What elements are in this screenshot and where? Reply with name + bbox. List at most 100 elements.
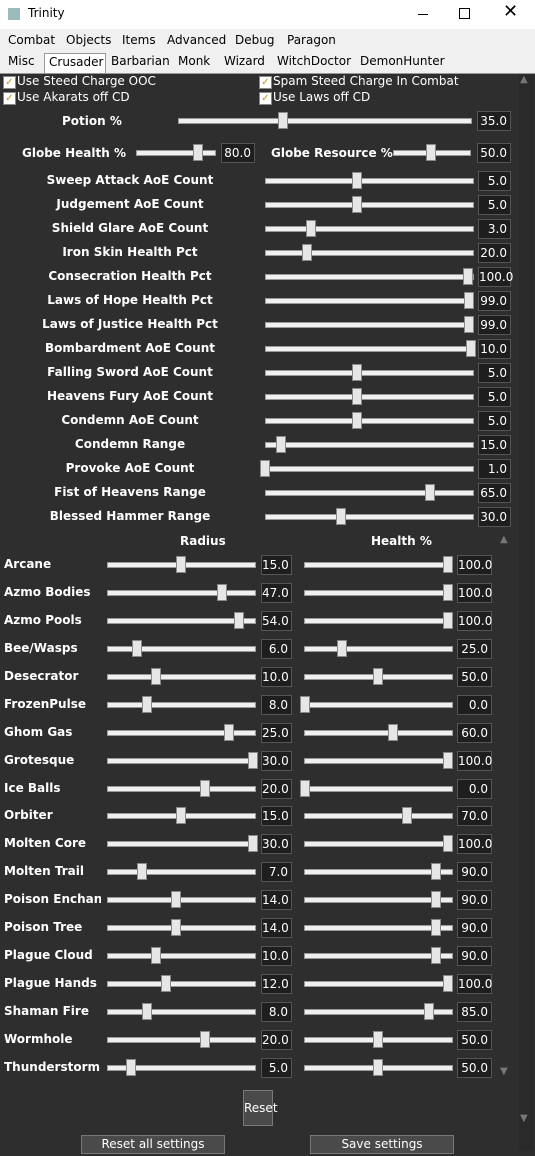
slider-thumb[interactable] [464,316,474,333]
value-box[interactable]: 80.0 [221,143,255,163]
slider-thumb[interactable] [373,667,383,685]
value-box[interactable]: 50.0 [457,1057,492,1078]
value-box[interactable]: 0.0 [457,778,492,799]
slider-track[interactable] [265,466,474,472]
slider-track[interactable] [107,897,256,904]
slider-thumb[interactable] [352,412,362,429]
slider-track[interactable] [304,701,453,708]
slider-track[interactable] [107,757,256,764]
slider-thumb[interactable] [431,947,441,965]
slider-thumb[interactable] [443,556,453,573]
value-box[interactable]: 99.0 [478,315,511,335]
value-box[interactable]: 14.0 [261,918,292,939]
value-box[interactable]: 15.0 [261,555,292,575]
slider-track[interactable] [265,226,474,232]
scrollbar[interactable] [519,75,533,1150]
value-box[interactable]: 25.0 [457,638,492,659]
slider-track[interactable] [107,869,256,876]
slider-track[interactable] [265,418,474,424]
slider-thumb[interactable] [278,112,288,129]
slider-track[interactable] [107,925,256,932]
slider-track[interactable] [107,729,256,736]
menu-item[interactable]: Objects [66,33,112,47]
slider-thumb[interactable] [373,1030,383,1048]
checkbox-label[interactable]: Use Akarats off CD [17,90,130,104]
value-box[interactable]: 20.0 [478,243,511,263]
value-box[interactable]: 5.0 [478,363,511,383]
slider-track[interactable] [107,981,256,988]
slider-track[interactable] [107,701,256,708]
slider-track[interactable] [265,322,474,328]
slider-thumb[interactable] [388,723,398,741]
value-box[interactable]: 70.0 [457,806,492,827]
maximize-button[interactable] [459,8,470,19]
scroll-up[interactable]: ▲ [500,534,508,545]
slider-track[interactable] [107,589,256,596]
slider-thumb[interactable] [248,751,258,769]
value-box[interactable]: 30.0 [261,834,292,855]
slider-track[interactable] [107,645,256,652]
slider-track[interactable] [107,1064,256,1071]
value-box[interactable]: 8.0 [261,1002,292,1023]
value-box[interactable]: 60.0 [457,722,492,743]
slider-thumb[interactable] [336,508,346,525]
value-box[interactable]: 35.0 [477,111,511,131]
slider-track[interactable] [107,953,256,960]
slider-track[interactable] [304,841,453,848]
slider-thumb[interactable] [248,835,258,853]
slider-thumb[interactable] [171,919,181,937]
slider-track[interactable] [304,1009,453,1016]
scroll-up[interactable]: ▲ [520,74,528,85]
slider-thumb[interactable] [142,1003,152,1021]
slider-track[interactable] [136,150,216,156]
slider-thumb[interactable] [424,1003,434,1021]
value-box[interactable]: 47.0 [261,582,292,603]
checkbox[interactable]: ✓ [3,76,16,89]
checkbox[interactable]: ✓ [3,92,16,105]
slider-track[interactable] [107,1009,256,1016]
value-box[interactable]: 50.0 [457,666,492,687]
slider-thumb[interactable] [443,975,453,993]
slider-thumb[interactable] [224,723,234,741]
value-box[interactable]: 25.0 [261,722,292,743]
value-box[interactable]: 20.0 [261,778,292,799]
slider-track[interactable] [304,897,453,904]
value-box[interactable]: 5.0 [478,195,511,215]
menu-item[interactable]: Items [122,33,156,47]
value-box[interactable]: 100.0 [478,267,513,287]
value-box[interactable]: 30.0 [478,507,511,527]
checkbox-label[interactable]: Use Steed Charge OOC [17,74,156,88]
slider-thumb[interactable] [276,436,286,453]
menu-item[interactable]: Advanced [167,33,227,47]
tab[interactable]: DemonHunter [360,54,445,68]
value-box[interactable]: 5.0 [478,171,511,191]
slider-thumb[interactable] [126,1058,136,1076]
value-box[interactable]: 15.0 [261,806,292,827]
slider-thumb[interactable] [217,583,227,601]
slider-track[interactable] [304,981,453,988]
slider-thumb[interactable] [466,340,476,357]
slider-thumb[interactable] [464,292,474,309]
slider-thumb[interactable] [431,919,441,937]
slider-thumb[interactable] [151,947,161,965]
slider-thumb[interactable] [200,779,210,797]
slider-track[interactable] [107,617,256,624]
slider-thumb[interactable] [161,975,171,993]
slider-thumb[interactable] [443,835,453,853]
minimize-button[interactable] [418,14,428,15]
slider-track[interactable] [265,514,474,520]
slider-track[interactable] [265,442,474,448]
slider-thumb[interactable] [200,1030,210,1048]
slider-track[interactable] [265,490,474,496]
slider-track[interactable] [304,589,453,596]
value-box[interactable]: 20.0 [261,1029,292,1050]
slider-track[interactable] [304,813,453,820]
slider-thumb[interactable] [171,891,181,909]
slider-track[interactable] [265,274,474,280]
value-box[interactable]: 85.0 [457,1002,492,1023]
slider-thumb[interactable] [132,639,142,657]
slider-thumb[interactable] [426,144,436,161]
slider-thumb[interactable] [352,388,362,405]
value-box[interactable]: 90.0 [457,946,492,967]
slider-thumb[interactable] [443,611,453,629]
